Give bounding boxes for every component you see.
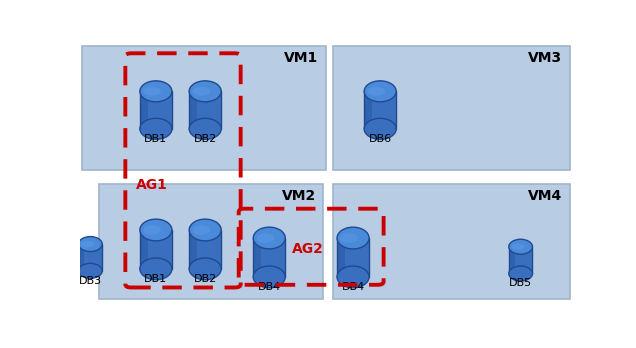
Ellipse shape <box>140 81 172 102</box>
Ellipse shape <box>143 226 161 235</box>
Ellipse shape <box>78 237 102 252</box>
Ellipse shape <box>189 81 221 102</box>
Ellipse shape <box>364 81 396 102</box>
FancyBboxPatch shape <box>78 244 85 271</box>
Text: VM3: VM3 <box>529 51 562 65</box>
FancyBboxPatch shape <box>140 91 172 129</box>
Ellipse shape <box>337 266 369 288</box>
Ellipse shape <box>189 219 221 241</box>
Text: AG1: AG1 <box>136 178 168 192</box>
FancyBboxPatch shape <box>509 247 515 274</box>
FancyBboxPatch shape <box>189 91 221 129</box>
Text: DB2: DB2 <box>193 274 217 284</box>
Ellipse shape <box>143 87 161 96</box>
FancyBboxPatch shape <box>82 46 326 171</box>
Ellipse shape <box>340 234 358 243</box>
Ellipse shape <box>193 226 210 235</box>
FancyBboxPatch shape <box>140 230 172 269</box>
Ellipse shape <box>189 258 221 280</box>
FancyBboxPatch shape <box>253 238 286 277</box>
Ellipse shape <box>78 263 102 278</box>
Ellipse shape <box>511 244 524 250</box>
Ellipse shape <box>509 266 532 281</box>
Ellipse shape <box>140 118 172 139</box>
FancyBboxPatch shape <box>140 91 148 129</box>
FancyBboxPatch shape <box>189 91 197 129</box>
FancyBboxPatch shape <box>364 91 396 129</box>
Ellipse shape <box>364 118 396 139</box>
Text: VM2: VM2 <box>282 189 316 203</box>
Ellipse shape <box>253 266 286 288</box>
Text: AG2: AG2 <box>291 243 323 256</box>
Ellipse shape <box>140 219 172 241</box>
Text: DB3: DB3 <box>79 276 102 286</box>
Ellipse shape <box>256 234 274 243</box>
FancyBboxPatch shape <box>333 184 570 299</box>
Ellipse shape <box>337 227 369 249</box>
Text: DB2: DB2 <box>193 134 217 144</box>
FancyBboxPatch shape <box>333 46 570 171</box>
Ellipse shape <box>140 258 172 280</box>
FancyBboxPatch shape <box>140 230 148 269</box>
FancyBboxPatch shape <box>253 238 261 277</box>
Text: DB1: DB1 <box>144 274 167 284</box>
Text: DB5: DB5 <box>509 278 532 288</box>
Text: DB6: DB6 <box>369 134 392 144</box>
FancyBboxPatch shape <box>99 184 324 299</box>
Text: DB4: DB4 <box>342 282 364 292</box>
Ellipse shape <box>509 239 532 254</box>
FancyBboxPatch shape <box>189 230 221 269</box>
Ellipse shape <box>253 227 286 249</box>
Text: VM4: VM4 <box>529 189 562 203</box>
Ellipse shape <box>81 241 94 247</box>
FancyBboxPatch shape <box>337 238 369 277</box>
Text: DB1: DB1 <box>144 134 167 144</box>
FancyBboxPatch shape <box>189 230 197 269</box>
FancyBboxPatch shape <box>78 244 102 271</box>
FancyBboxPatch shape <box>509 247 532 274</box>
FancyBboxPatch shape <box>364 91 372 129</box>
FancyBboxPatch shape <box>337 238 345 277</box>
Text: VM1: VM1 <box>284 51 319 65</box>
Ellipse shape <box>368 87 385 96</box>
Ellipse shape <box>193 87 210 96</box>
Text: DB4: DB4 <box>258 282 281 292</box>
Ellipse shape <box>189 118 221 139</box>
